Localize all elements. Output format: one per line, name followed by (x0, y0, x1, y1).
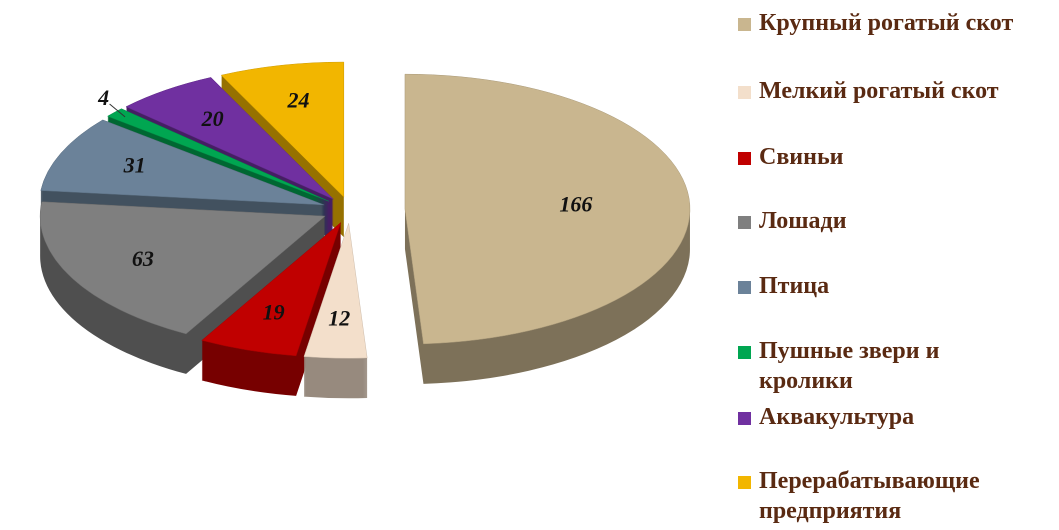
slice (404, 73, 691, 345)
slice (125, 77, 334, 200)
value-label: 63 (132, 246, 154, 271)
value-label: 166 (559, 192, 592, 217)
slice (220, 61, 345, 198)
pie-area: 166 12 19 63 31 4 20 24 (39, 61, 691, 399)
legend-item: Перерабатывающие предприятия (738, 466, 1058, 526)
legend-item: Свиньи (738, 142, 1058, 172)
legend-label: Перерабатывающие предприятия (759, 468, 980, 524)
legend-item: Аквакультура (738, 402, 1058, 432)
legend-swatch (738, 476, 751, 489)
legend-label: Свиньи (759, 144, 844, 170)
legend-swatch (738, 86, 751, 99)
value-label: 24 (287, 87, 310, 112)
legend-swatch (738, 152, 751, 165)
legend-swatch (738, 412, 751, 425)
legend-label: Аквакультура (759, 404, 915, 430)
legend-label: Лошади (759, 208, 847, 234)
slice (40, 119, 325, 206)
legend-label: Птица (759, 273, 830, 299)
leader-line (109, 103, 126, 118)
slice (39, 201, 326, 335)
value-label: 19 (263, 299, 285, 324)
legend-label: Мелкий рогатый скот (759, 78, 999, 104)
legend-swatch (738, 281, 751, 294)
value-label: 4 (97, 85, 109, 110)
legend-item: Пушные звери и кролики (738, 336, 1058, 396)
legend-label: Крупный рогатый скот (759, 10, 1014, 36)
slice (303, 223, 368, 359)
value-label: 31 (123, 153, 146, 178)
legend-item: Мелкий рогатый скот (738, 76, 1058, 106)
value-label: 12 (328, 305, 350, 330)
slice (106, 108, 330, 202)
legend-item: Лошади (738, 206, 1058, 236)
legend-label: Пушные звери и кролики (759, 338, 940, 394)
slice (201, 221, 342, 357)
legend-swatch (738, 216, 751, 229)
legend-swatch (738, 346, 751, 359)
legend-item: Птица (738, 271, 1058, 301)
legend-swatch (738, 18, 751, 31)
legend-item: Крупный рогатый скот (738, 8, 1058, 38)
value-label: 20 (201, 106, 224, 131)
